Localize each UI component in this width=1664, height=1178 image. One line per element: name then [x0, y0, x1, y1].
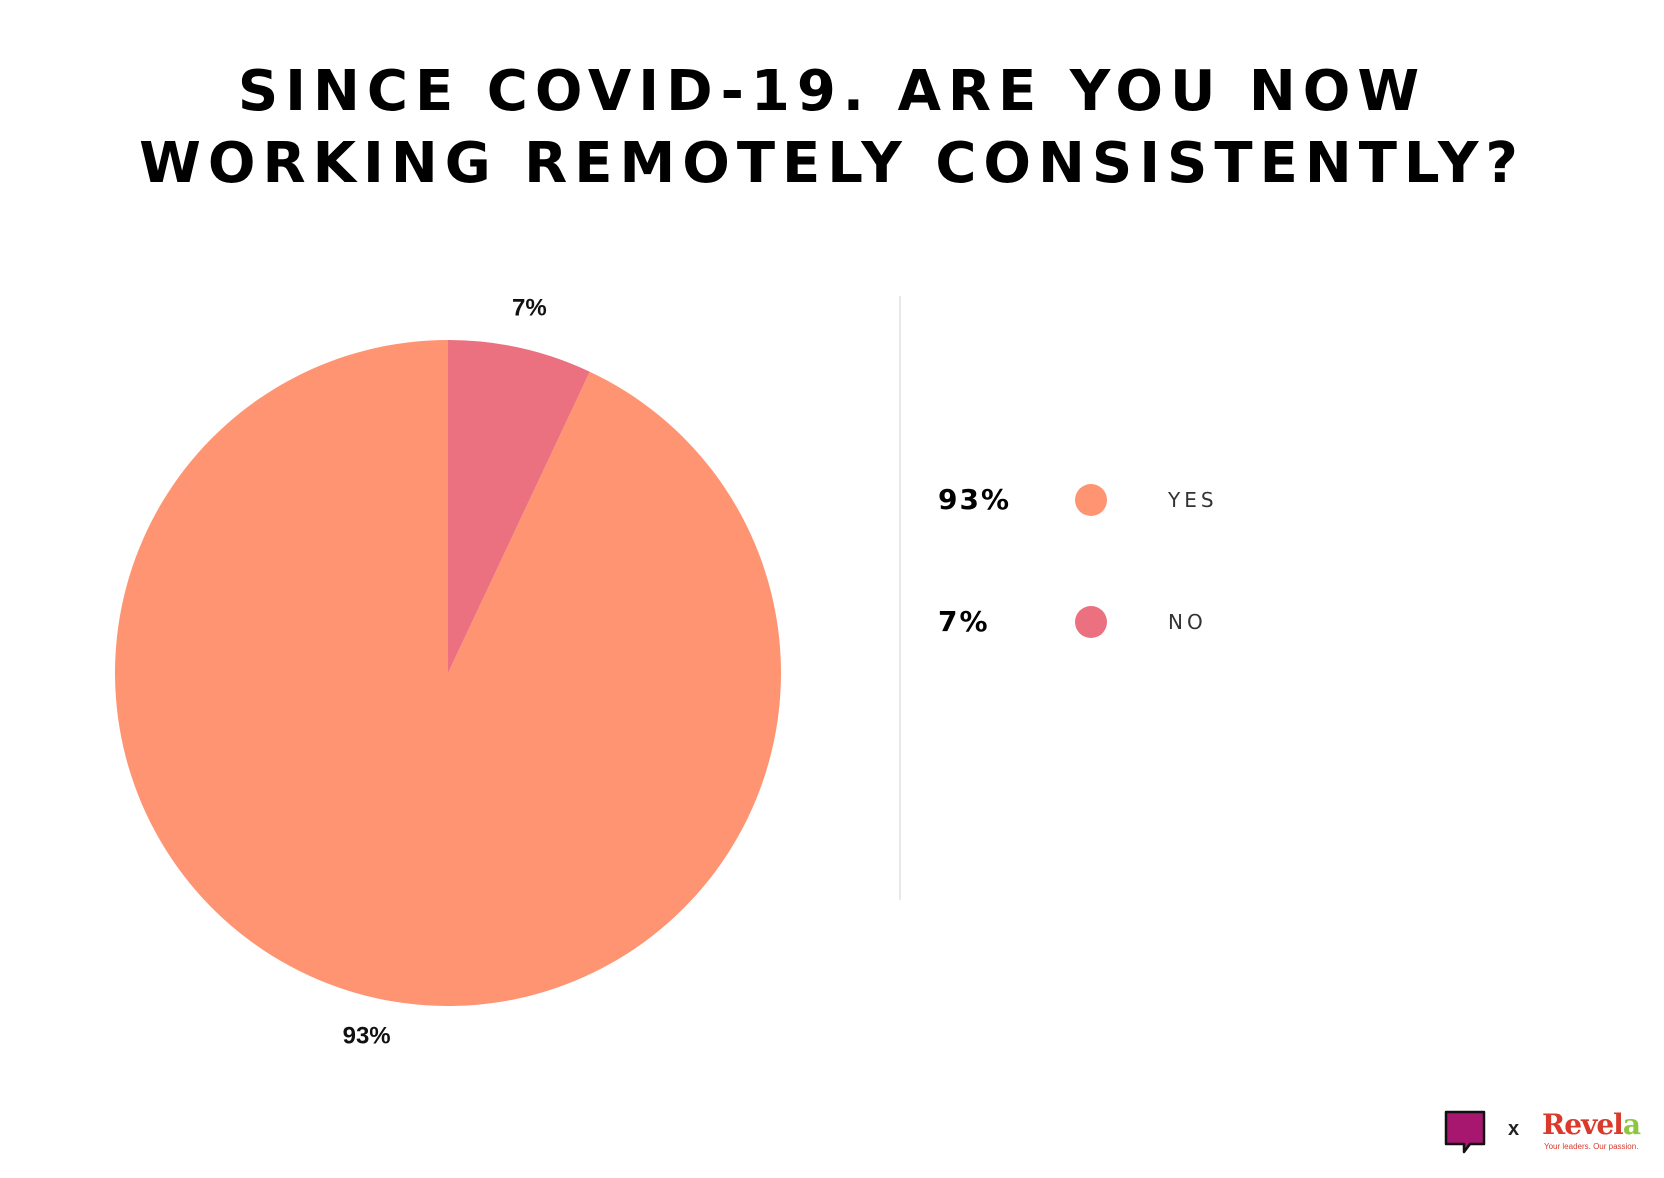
legend-value-no: 7%	[938, 605, 990, 638]
legend-label-yes: YES	[1168, 488, 1218, 512]
legend-item-yes: 93% YES	[938, 480, 1338, 520]
divider	[899, 296, 901, 900]
revela-logo-accent: a	[1622, 1108, 1641, 1141]
pie-chart: 93% 7%	[114, 294, 781, 1049]
legend-value-yes: 93%	[938, 483, 1012, 516]
revela-logo-main: Revel	[1542, 1108, 1624, 1141]
chart-title-line-2: WORKING REMOTELY CONSISTENTLY?	[139, 131, 1525, 196]
pie-slice-no	[448, 340, 590, 673]
slice-label-yes: 93%	[343, 1022, 391, 1049]
revela-logo: Revela	[1542, 1108, 1641, 1141]
chart-title-line-1: SINCE COVID-19. ARE YOU NOW	[237, 59, 1427, 124]
footer-logos: x Revela Your leaders. Our passion.	[1444, 1108, 1644, 1158]
legend-label-no: NO	[1168, 610, 1207, 634]
legend-swatch-yes	[1075, 484, 1107, 516]
legend-item-no: 7% NO	[938, 602, 1338, 642]
chart-title: SINCE COVID-19. ARE YOU NOW WORKING REMO…	[0, 56, 1664, 200]
pie-slice-yes	[114, 340, 781, 1007]
logo-separator: x	[1508, 1118, 1520, 1140]
speech-bubble-icon	[1444, 1110, 1486, 1154]
slice-label-no: 7%	[512, 294, 547, 321]
revela-tagline: Your leaders. Our passion.	[1544, 1142, 1639, 1151]
legend-swatch-no	[1075, 606, 1107, 638]
